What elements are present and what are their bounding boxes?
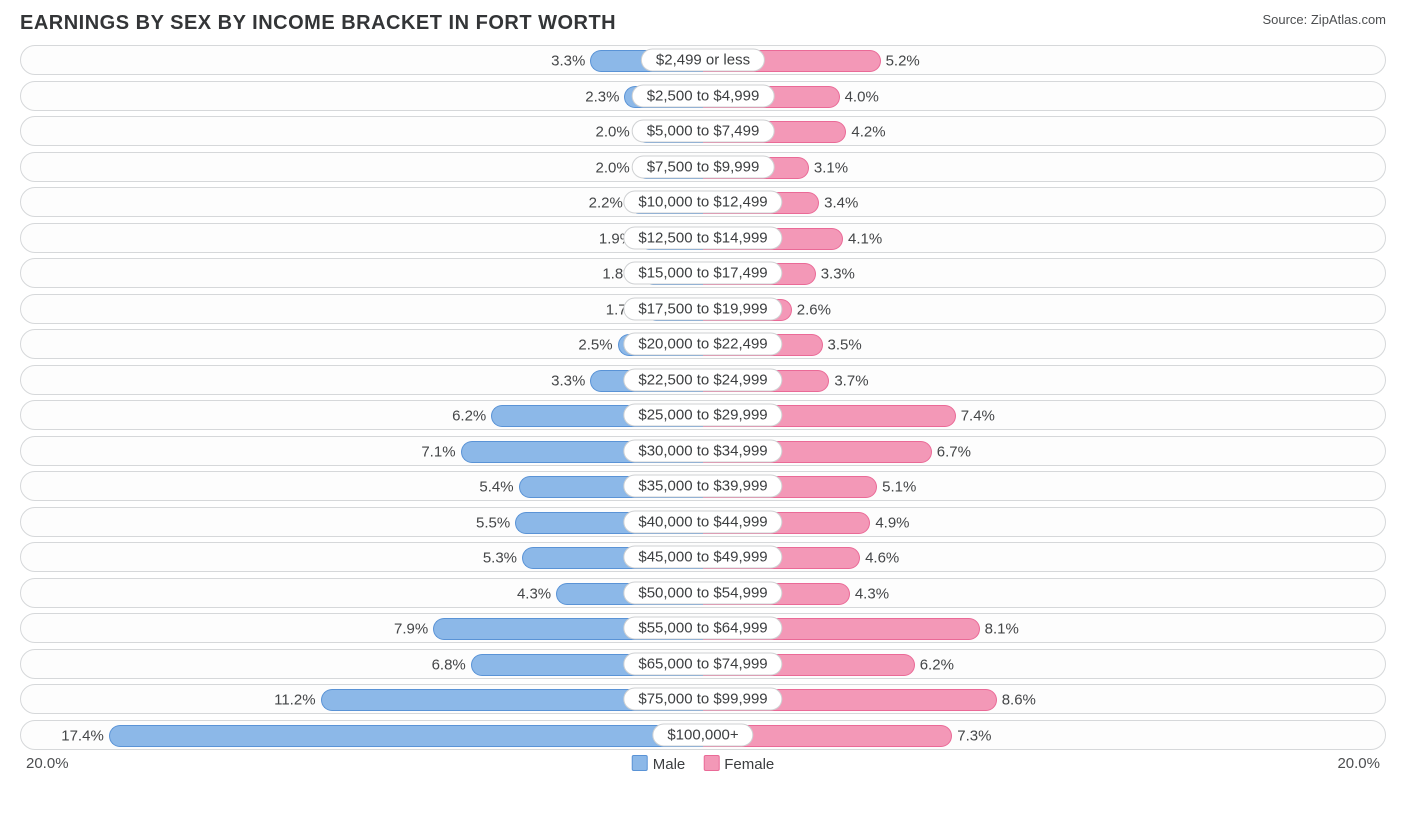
category-label: $25,000 to $29,999 xyxy=(623,404,782,427)
chart-row: 1.8%3.3%$15,000 to $17,499 xyxy=(20,258,1386,288)
female-value: 4.0% xyxy=(845,88,879,105)
male-value: 11.2% xyxy=(274,692,315,709)
chart-row: 6.8% 6.2% $65,000 to $74,999 xyxy=(20,649,1386,679)
male-value: 6.2% xyxy=(452,408,486,425)
female-value: 8.6% xyxy=(1002,692,1036,709)
category-label: $15,000 to $17,499 xyxy=(623,262,782,285)
source-attribution: Source: ZipAtlas.com xyxy=(1262,12,1386,27)
female-value: 4.6% xyxy=(865,550,899,567)
chart-row: 1.9%4.1%$12,500 to $14,999 xyxy=(20,223,1386,253)
axis-max-left: 20.0% xyxy=(26,755,69,772)
male-value: 7.9% xyxy=(394,621,428,638)
category-label: $2,500 to $4,999 xyxy=(632,84,775,107)
male-value: 3.3% xyxy=(551,372,585,389)
female-value: 4.2% xyxy=(851,124,885,141)
male-value: 2.3% xyxy=(585,88,619,105)
female-value: 3.7% xyxy=(834,372,868,389)
chart-row: 17.4% 7.3% $100,000+ xyxy=(20,720,1386,750)
category-label: $10,000 to $12,499 xyxy=(623,191,782,214)
chart-row: 2.0% 4.2% $5,000 to $7,499 xyxy=(20,116,1386,146)
category-label: $30,000 to $34,999 xyxy=(623,439,782,462)
category-label: $5,000 to $7,499 xyxy=(632,120,775,143)
chart-row: 11.2% 8.6% $75,000 to $99,999 xyxy=(20,684,1386,714)
category-label: $55,000 to $64,999 xyxy=(623,617,782,640)
female-value: 3.3% xyxy=(821,266,855,283)
chart-row: 5.4% 5.1% $35,000 to $39,999 xyxy=(20,471,1386,501)
chart-row: 2.0% 3.1% $7,500 to $9,999 xyxy=(20,152,1386,182)
chart-row: 2.2% 3.4% $10,000 to $12,499 xyxy=(20,187,1386,217)
female-value: 5.1% xyxy=(882,479,916,496)
male-value: 4.3% xyxy=(517,585,551,602)
female-value: 5.2% xyxy=(886,53,920,70)
male-value: 5.4% xyxy=(479,479,513,496)
female-value: 7.3% xyxy=(957,727,991,744)
chart-row: 3.3% 5.2% $2,499 or less xyxy=(20,45,1386,75)
chart-row: 1.7%2.6%$17,500 to $19,999 xyxy=(20,294,1386,324)
chart-row: 5.3% 4.6% $45,000 to $49,999 xyxy=(20,542,1386,572)
male-value: 7.1% xyxy=(421,443,455,460)
male-value: 2.5% xyxy=(578,337,612,354)
male-value: 17.4% xyxy=(61,727,104,744)
category-label: $50,000 to $54,999 xyxy=(623,581,782,604)
category-label: $17,500 to $19,999 xyxy=(623,297,782,320)
chart-row: 2.5% 3.5% $20,000 to $22,499 xyxy=(20,329,1386,359)
female-value: 3.5% xyxy=(828,337,862,354)
male-value: 5.5% xyxy=(476,514,510,531)
category-label: $100,000+ xyxy=(652,723,753,746)
female-value: 8.1% xyxy=(985,621,1019,638)
legend-male: Male xyxy=(632,755,686,773)
female-value: 4.3% xyxy=(855,585,889,602)
category-label: $65,000 to $74,999 xyxy=(623,652,782,675)
category-label: $22,500 to $24,999 xyxy=(623,368,782,391)
chart-row: 6.2% 7.4% $25,000 to $29,999 xyxy=(20,400,1386,430)
male-value: 3.3% xyxy=(551,53,585,70)
male-swatch-icon xyxy=(632,755,648,771)
female-value: 6.2% xyxy=(920,656,954,673)
female-value: 4.1% xyxy=(848,230,882,247)
male-value: 6.8% xyxy=(432,656,466,673)
female-value: 3.4% xyxy=(824,195,858,212)
female-value: 2.6% xyxy=(797,301,831,318)
male-bar: 17.4% xyxy=(109,725,703,747)
legend-female: Female xyxy=(703,755,774,773)
chart-title: EARNINGS BY SEX BY INCOME BRACKET IN FOR… xyxy=(20,12,616,35)
chart-row: 7.9% 8.1% $55,000 to $64,999 xyxy=(20,613,1386,643)
axis-row: 20.0% Male Female 20.0% xyxy=(20,755,1386,772)
female-value: 6.7% xyxy=(937,443,971,460)
category-label: $45,000 to $49,999 xyxy=(623,546,782,569)
diverging-bar-chart: 3.3% 5.2% $2,499 or less 2.3% 4.0% $2,500 to … xyxy=(20,45,1386,772)
category-label: $7,500 to $9,999 xyxy=(632,155,775,178)
female-swatch-icon xyxy=(703,755,719,771)
male-value: 2.0% xyxy=(596,124,630,141)
chart-row: 5.5% 4.9% $40,000 to $44,999 xyxy=(20,507,1386,537)
legend: Male Female xyxy=(632,755,775,773)
chart-row: 4.3% 4.3% $50,000 to $54,999 xyxy=(20,578,1386,608)
male-value: 2.2% xyxy=(589,195,623,212)
female-value: 3.1% xyxy=(814,159,848,176)
category-label: $20,000 to $22,499 xyxy=(623,333,782,356)
chart-row: 2.3% 4.0% $2,500 to $4,999 xyxy=(20,81,1386,111)
category-label: $2,499 or less xyxy=(641,49,765,72)
male-value: 2.0% xyxy=(596,159,630,176)
female-value: 4.9% xyxy=(875,514,909,531)
chart-row: 3.3% 3.7% $22,500 to $24,999 xyxy=(20,365,1386,395)
axis-max-right: 20.0% xyxy=(1337,755,1380,772)
male-value: 5.3% xyxy=(483,550,517,567)
chart-row: 7.1% 6.7% $30,000 to $34,999 xyxy=(20,436,1386,466)
category-label: $35,000 to $39,999 xyxy=(623,475,782,498)
female-value: 7.4% xyxy=(961,408,995,425)
category-label: $40,000 to $44,999 xyxy=(623,510,782,533)
category-label: $12,500 to $14,999 xyxy=(623,226,782,249)
category-label: $75,000 to $99,999 xyxy=(623,688,782,711)
